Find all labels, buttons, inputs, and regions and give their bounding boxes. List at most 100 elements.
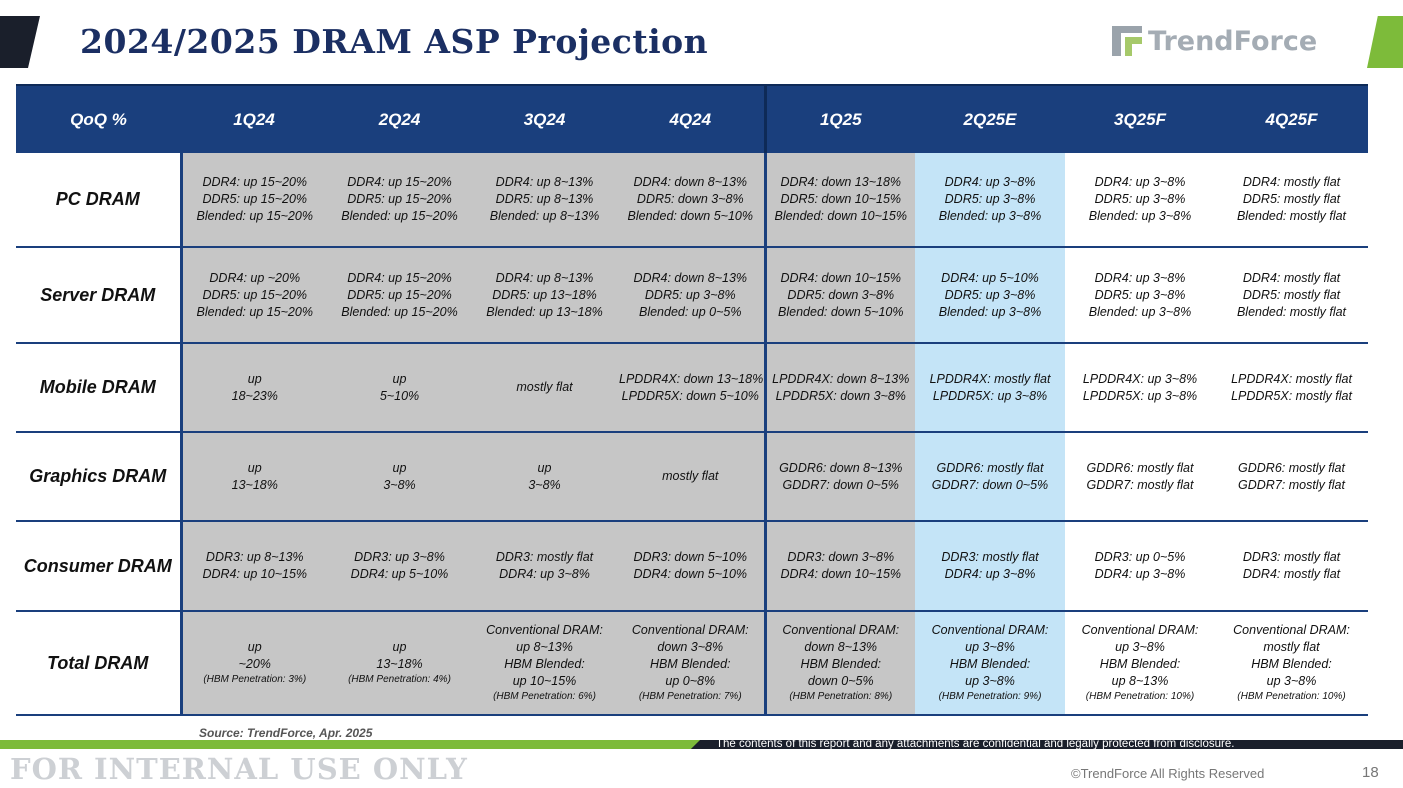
cell-line: DDR4: up 15~20% — [347, 270, 452, 285]
table-cell: DDR3: mostly flat DDR4: mostly flat — [1215, 521, 1368, 612]
cell-line: DDR3: up 8~13% — [205, 550, 304, 564]
logo-text: TrendForce — [1148, 25, 1318, 57]
table-cell: up ~20% (HBM Penetration: 3%) — [181, 611, 327, 716]
cell-line: Blended: up 15~20% — [341, 209, 458, 223]
row-label: Mobile DRAM — [16, 343, 183, 433]
cell-line: Conventional DRAM: — [1233, 623, 1350, 637]
cell-line: DDR4: down 10~15% — [780, 567, 902, 581]
table-cell: DDR4: up 15~20% DDR5: up 15~20% Blended: u… — [181, 153, 327, 248]
internal-use-label: FOR INTERNAL USE ONLY — [10, 752, 468, 786]
table-row: Consumer DRAM DDR3: up 8~13% DDR4: up 10~1… — [16, 521, 1368, 612]
cell-line: Conventional DRAM: — [1081, 623, 1199, 637]
cell-line: down 8~13% — [804, 640, 878, 654]
table-row: Server DRAM DDR4: up ~20% DDR5: up 15~20% B… — [16, 247, 1368, 344]
trendforce-logo: TrendForce — [1112, 24, 1317, 58]
table-cell: DDR4: mostly flat DDR5: mostly flat Blende… — [1215, 153, 1368, 248]
table-cell: DDR4: down 10~15% DDR5: down 3~8% Blended:… — [763, 247, 915, 344]
table-cell: GDDR6: down 8~13% GDDR7: down 0~5% — [763, 432, 915, 522]
cell-line: GDDR7: down 0~5% — [782, 477, 899, 492]
cell-line: DDR4: up 3~8% — [944, 175, 1036, 189]
cell-line: DDR5: mostly flat — [1242, 192, 1341, 206]
cell-line: DDR4: up 3~8% — [1094, 175, 1186, 189]
cell-line: GDDR7: mostly flat — [1086, 477, 1194, 492]
cell-line: mostly flat — [1263, 640, 1320, 654]
cell-line: DDR3: down 3~8% — [787, 550, 895, 564]
cell-line: DDR5: up 3~8% — [644, 287, 736, 302]
cell-line: Blended: mostly flat — [1236, 209, 1347, 223]
cell-line: DDR5: up 3~8% — [1094, 287, 1186, 302]
cell-line: GDDR6: down 8~13% — [779, 460, 903, 475]
cell-line: DDR5: down 10~15% — [780, 192, 902, 206]
table-cell: GDDR6: mostly flat GDDR7: down 0~5% — [915, 432, 1065, 522]
cell-line: up — [392, 640, 407, 654]
cell-line: Blended: up 8~13% — [489, 209, 600, 223]
header-cell: 3Q24 — [472, 84, 617, 153]
table-header-row: QoQ % 1Q24 2Q24 3Q24 4Q24 1Q25 2Q25E 3Q2… — [16, 84, 1368, 153]
cell-line: 18~23% — [231, 388, 278, 403]
hbm-penetration-note: (HBM Penetration: 10%) — [1237, 691, 1346, 702]
cell-line: LPDDR4X: up 3~8% — [1082, 371, 1198, 386]
table-cell: Conventional DRAM: up 3~8% HBM Blended: up … — [1065, 611, 1215, 716]
table-cell: mostly flat — [617, 432, 765, 522]
cell-line: DDR4: up 15~20% — [347, 175, 452, 189]
cell-line: DDR5: up 3~8% — [944, 287, 1036, 302]
cell-line: Blended: mostly flat — [1236, 304, 1347, 319]
table-cell: DDR4: up 3~8% DDR5: up 3~8% Blended: up 3~… — [915, 153, 1065, 248]
cell-line: DDR5: up 8~13% — [495, 192, 594, 206]
cell-line: up 3~8% — [1266, 674, 1317, 688]
cell-line: Conventional DRAM: — [931, 623, 1049, 637]
cell-line: up 0~8% — [665, 674, 716, 688]
cell-line: Blended: up 15~20% — [341, 304, 458, 319]
header-cell: 4Q24 — [617, 84, 765, 153]
cell-line: Blended: up 3~8% — [938, 304, 1042, 319]
cell-line: DDR4: down 13~18% — [780, 175, 902, 189]
cell-line: HBM Blended: — [949, 657, 1031, 671]
table-cell: up 3~8% — [327, 432, 472, 522]
cell-line: HBM Blended: — [1251, 657, 1332, 671]
cell-line: ~20% — [238, 657, 271, 671]
cell-line: mostly flat — [516, 380, 573, 394]
cell-line: DDR5: up 3~8% — [1094, 192, 1186, 206]
table-cell: up 3~8% — [472, 432, 617, 522]
cell-line: DDR4: down 8~13% — [633, 175, 748, 189]
table-cell: Conventional DRAM: down 3~8% HBM Blended: u… — [617, 611, 765, 716]
header-cell: 3Q25F — [1065, 84, 1215, 153]
confidential-notice: The contents of this report and any atta… — [716, 738, 1235, 750]
cell-line: DDR4: up 3~8% — [944, 567, 1036, 581]
table-cell: Conventional DRAM: down 8~13% HBM Blended:… — [763, 611, 915, 716]
cell-line: DDR4: down 8~13% — [633, 270, 748, 285]
cell-line: Blended: up 3~8% — [1088, 209, 1192, 223]
cell-line: up — [247, 371, 262, 386]
cell-line: DDR5: up 15~20% — [202, 287, 308, 302]
row-label: Total DRAM — [16, 611, 183, 716]
header-cell: 2Q24 — [327, 84, 472, 153]
table-cell: LPDDR4X: up 3~8% LPDDR5X: up 3~8% — [1065, 343, 1215, 433]
table-cell: DDR4: up 8~13% DDR5: up 13~18% Blended: up… — [472, 247, 617, 344]
header-cell: 1Q24 — [181, 84, 327, 153]
row-label: PC DRAM — [16, 153, 183, 248]
table-cell: LPDDR4X: down 13~18% LPDDR5X: down 5~10% — [617, 343, 765, 433]
cell-line: DDR5: down 3~8% — [787, 287, 895, 302]
copyright-text: ©TrendForce All Rights Reserved — [1071, 766, 1265, 781]
cell-line: Blended: down 10~15% — [774, 209, 907, 223]
corner-accent-right — [1367, 16, 1403, 68]
table-cell: Conventional DRAM: mostly flat HBM Blended… — [1215, 611, 1368, 716]
table-cell: DDR3: mostly flat DDR4: up 3~8% — [915, 521, 1065, 612]
hbm-penetration-note: (HBM Penetration: 3%) — [203, 674, 307, 685]
cell-line: HBM Blended: — [800, 657, 882, 671]
table-cell: DDR4: mostly flat DDR5: mostly flat Blende… — [1215, 247, 1368, 344]
slide-title: 2024/2025 DRAM ASP Projection — [80, 22, 709, 61]
cell-line: DDR5: up 15~20% — [347, 192, 452, 206]
table-cell: GDDR6: mostly flat GDDR7: mostly flat — [1065, 432, 1215, 522]
cell-line: DDR4: up 15~20% — [202, 175, 308, 189]
asp-projection-table: QoQ % 1Q24 2Q24 3Q24 4Q24 1Q25 2Q25E 3Q2… — [16, 84, 1368, 716]
table-cell: DDR3: up 0~5% DDR4: up 3~8% — [1065, 521, 1215, 612]
table-cell: DDR4: up 15~20% DDR5: up 15~20% Blended: u… — [327, 247, 472, 344]
row-label: Server DRAM — [16, 247, 183, 344]
cell-line: Blended: up 3~8% — [1088, 304, 1192, 319]
header-cell: QoQ % — [16, 84, 181, 153]
table-cell: DDR4: down 13~18% DDR5: down 10~15% Blende… — [763, 153, 915, 248]
cell-line: down 3~8% — [657, 640, 724, 654]
cell-line: DDR3: mostly flat — [941, 550, 1039, 564]
row-label: Consumer DRAM — [16, 521, 183, 612]
